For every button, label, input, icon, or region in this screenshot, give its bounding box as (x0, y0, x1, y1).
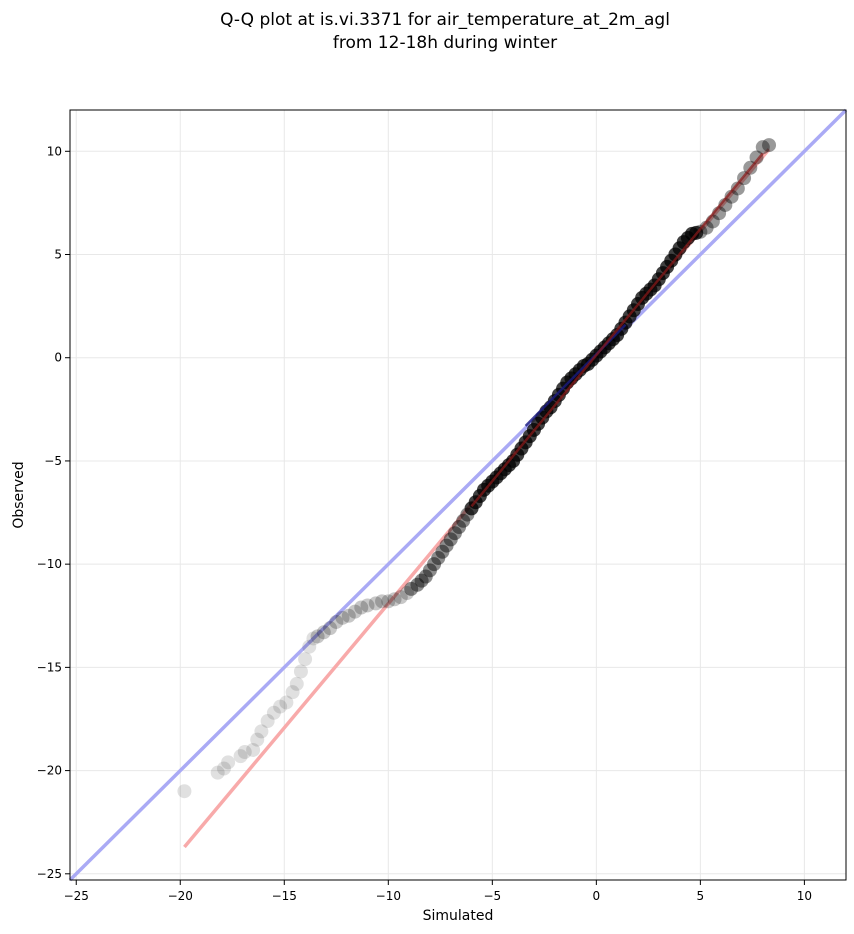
quantile-point-38 (422, 563, 437, 578)
y-tick-label-7: 10 (47, 144, 62, 158)
quantile-point-6 (246, 742, 261, 757)
y-tick-label-4: −5 (44, 454, 62, 468)
quantile-point-113 (755, 140, 770, 155)
quantile-point-26 (354, 600, 369, 615)
quantile-point-44 (447, 526, 462, 541)
quantile-point-21 (323, 621, 338, 636)
quantile-point-45 (452, 519, 467, 534)
quantile-point-4 (233, 749, 248, 764)
quantile-point-9 (260, 714, 275, 729)
quantile-point-108 (724, 189, 739, 204)
quantile-point-5 (237, 745, 252, 760)
quantile-point-14 (289, 676, 304, 691)
quantile-point-114 (762, 138, 777, 153)
y-axis-label: Observed (11, 461, 27, 528)
quantile-point-15 (293, 664, 308, 679)
quantile-point-24 (341, 608, 356, 623)
grid (70, 110, 846, 880)
quantile-point-11 (273, 699, 288, 714)
x-tick-label-5: 0 (593, 889, 601, 903)
quantile-point-19 (310, 629, 325, 644)
quantile-point-2 (216, 761, 231, 776)
central-line-red (470, 152, 764, 508)
quantile-point-13 (285, 685, 300, 700)
quantile-point-8 (254, 724, 269, 739)
quantile-points (177, 138, 777, 799)
y-tick-label-0: −25 (37, 867, 62, 881)
quantile-point-10 (266, 705, 281, 720)
quantile-point-34 (404, 581, 419, 596)
quantile-point-12 (279, 695, 294, 710)
quantile-point-29 (375, 594, 390, 609)
quantile-point-112 (749, 150, 764, 165)
x-tick-label-3: −10 (376, 889, 401, 903)
quantile-point-30 (381, 594, 396, 609)
x-tick-label-2: −15 (272, 889, 297, 903)
y-tick-label-3: −10 (37, 557, 62, 571)
quantile-point-103 (693, 224, 708, 239)
y-tick-label-6: 5 (54, 248, 62, 262)
quantile-point-20 (316, 625, 331, 640)
quantile-point-3 (221, 755, 236, 770)
y-tick-label-1: −20 (37, 764, 62, 778)
quantile-point-1 (210, 765, 225, 780)
chart-title: Q-Q plot at is.vi.3371 for air_temperatu… (220, 10, 670, 30)
quantile-point-33 (400, 586, 415, 601)
quantile-point-23 (335, 610, 350, 625)
quantile-point-39 (427, 557, 442, 572)
quantile-point-32 (393, 590, 408, 605)
quantile-point-31 (387, 592, 402, 607)
quantile-point-7 (250, 732, 265, 747)
quantile-point-36 (414, 573, 429, 588)
quantile-point-43 (443, 532, 458, 547)
x-axis-ticks: −25 −20 −15 −10 −5 0 5 10 (64, 880, 812, 903)
quantile-point-46 (456, 513, 471, 528)
x-tick-label-1: −20 (168, 889, 193, 903)
central-line (470, 152, 764, 508)
quantile-point-42 (439, 538, 454, 553)
y-axis-ticks: −25 −20 −15 −10 −5 0 5 10 (37, 144, 70, 881)
x-tick-label-6: 5 (697, 889, 705, 903)
y-tick-label-2: −15 (37, 660, 62, 674)
quantile-point-41 (435, 544, 450, 559)
quantile-point-35 (410, 577, 425, 592)
quantile-point-16 (298, 652, 313, 667)
quantile-point-40 (431, 550, 446, 565)
plot-frame (69, 109, 847, 881)
quantile-point-0 (177, 784, 192, 799)
x-axis-label: Simulated (423, 908, 494, 924)
x-tick-label-4: −5 (483, 889, 501, 903)
x-tick-label-7: 10 (797, 889, 812, 903)
y-tick-label-5: 0 (54, 351, 62, 365)
identity-line (68, 108, 848, 882)
quantile-point-17 (302, 639, 317, 654)
quantile-point-18 (306, 631, 321, 646)
chart-subtitle: from 12-18h during winter (333, 33, 557, 53)
quantile-point-37 (418, 569, 433, 584)
quantile-point-22 (329, 614, 344, 629)
x-tick-label-0: −25 (64, 889, 89, 903)
reference-lines (68, 108, 848, 882)
quantile-point-28 (368, 596, 383, 611)
quantile-point-109 (730, 181, 745, 196)
quantile-point-27 (360, 598, 375, 613)
quantile-point-25 (348, 604, 363, 619)
